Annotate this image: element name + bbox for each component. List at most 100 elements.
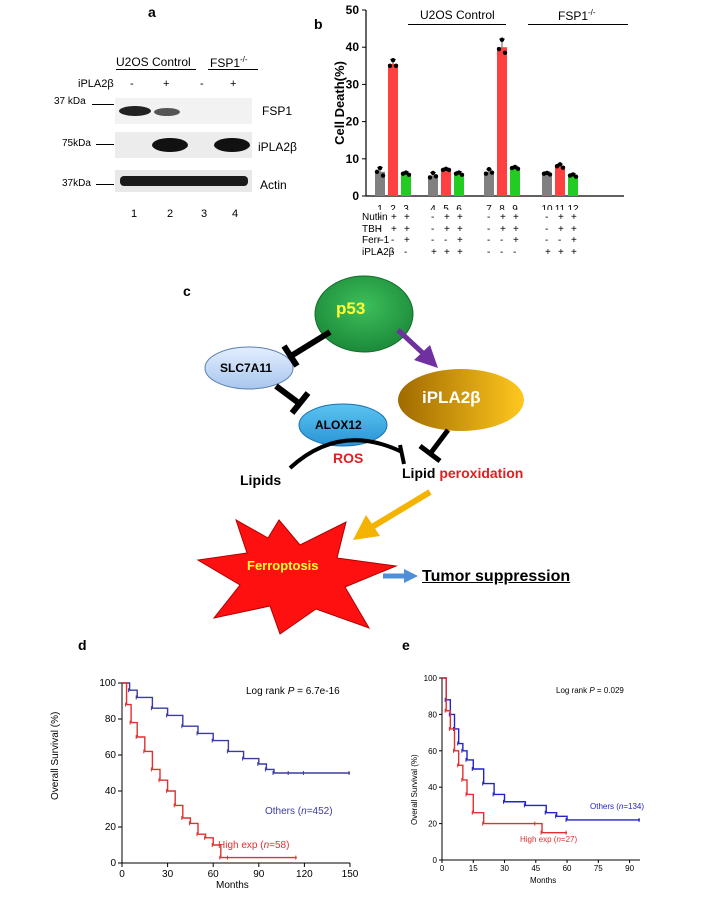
blot-sign-2: + <box>163 78 170 90</box>
treatment-sign: + <box>457 235 463 246</box>
x-tick-label: 2 <box>390 204 396 210</box>
ferroptosis-burst <box>196 518 398 635</box>
treatment-sign: + <box>558 246 564 258</box>
bar-group-ko: FSP1-/- <box>558 8 596 23</box>
treatment-sign: + <box>404 212 410 223</box>
ros-label: ROS <box>333 450 364 466</box>
tumor-suppression-label: Tumor suppression <box>422 568 571 585</box>
data-point <box>486 167 492 172</box>
km-e-xlabel: Months <box>530 876 557 885</box>
row-label-ipla2b: iPLA2β <box>362 246 395 258</box>
x-tick-label: 45 <box>531 864 540 873</box>
band-ipla2b-lane4 <box>214 138 250 152</box>
peroxidation-word: peroxidation <box>439 465 524 481</box>
panel-b-label: b <box>314 16 323 32</box>
data-point <box>406 172 412 177</box>
p53-ipla2b-arrowhead <box>414 345 438 368</box>
treatment-sign: + <box>571 235 577 246</box>
y-tick-label: 20 <box>105 822 117 833</box>
y-tick-label: 20 <box>346 115 360 129</box>
treatment-sign: + <box>444 223 450 235</box>
ferroptosis-label: Ferroptosis <box>247 558 319 573</box>
treatment-sign: - <box>431 223 435 235</box>
treatment-sign: + <box>391 212 397 223</box>
survival-curve <box>442 677 568 834</box>
panel-d-label: d <box>78 637 87 653</box>
row-label-nutlin: Nutlin <box>362 212 388 223</box>
data-point <box>390 58 396 63</box>
blot-sign-4: + <box>230 78 237 90</box>
treatment-row-labels: Nutlin TBH Ferr-1 iPLA2β <box>362 212 394 258</box>
band-fsp1-lane2 <box>154 108 180 116</box>
x-tick-label: 120 <box>296 869 313 880</box>
data-point <box>456 170 462 175</box>
slc7a11-label: SLC7A11 <box>220 361 273 375</box>
bar <box>568 175 578 196</box>
treatment-sign: - <box>513 246 517 258</box>
treatment-sign: - <box>391 235 395 246</box>
treatment-sign: - <box>500 235 504 246</box>
blot-group-ko-line <box>208 69 258 70</box>
x-tick-label: 0 <box>440 864 445 873</box>
x-tick-label: 7 <box>486 204 492 210</box>
survival-curve <box>442 677 640 821</box>
y-tick-label: 60 <box>105 750 117 761</box>
alox12-label: ALOX12 <box>315 418 362 432</box>
treatment-sign: + <box>558 212 564 223</box>
blot-sign-3: - <box>200 78 204 90</box>
data-point <box>459 172 465 177</box>
treatment-sign: - <box>431 212 435 223</box>
treatment-sign: - <box>487 246 491 258</box>
slc7a11-alox12-edge <box>274 383 302 407</box>
lipids-label: Lipids <box>240 472 282 488</box>
panel-e-label: e <box>402 637 410 653</box>
bar <box>441 169 451 196</box>
x-tick-label: 90 <box>625 864 634 873</box>
km-d-xlabel: Months <box>216 880 249 891</box>
km-plot-d: 0 20 40 60 80 100 0 30 60 90 120 150 <box>99 678 358 880</box>
western-blot <box>115 98 252 192</box>
treatment-sign: + <box>571 212 577 223</box>
protein-fsp1: FSP1 <box>262 104 293 118</box>
x-tick-label: 0 <box>119 869 125 880</box>
x-tick-label: 8 <box>499 204 505 210</box>
data-point <box>557 162 563 167</box>
lane-2: 2 <box>167 208 174 220</box>
p53-label: p53 <box>336 299 366 318</box>
blot-group-control-line <box>116 69 196 70</box>
treatment-sign: + <box>500 212 506 223</box>
treatment-sign: + <box>457 246 463 258</box>
data-point <box>502 50 508 55</box>
x-tick-label: 60 <box>208 869 220 880</box>
p53-slc7a11-bar <box>281 344 300 368</box>
band-fsp1-lane1 <box>119 106 151 116</box>
treatment-sign: - <box>378 223 382 235</box>
y-tick-label: 40 <box>105 786 117 797</box>
bar <box>542 173 552 196</box>
ipla2b-peroxidation-bar <box>418 444 442 463</box>
treatment-sign: + <box>444 246 450 258</box>
treatment-sign: - <box>444 235 448 246</box>
x-tick-label: 30 <box>500 864 509 873</box>
treatment-sign: - <box>545 235 549 246</box>
lane-3: 3 <box>201 208 208 220</box>
pathway-diagram <box>196 275 524 635</box>
p53-slc7a11-edge <box>289 329 332 359</box>
data-point <box>393 63 399 68</box>
x-tick-label: 6 <box>456 204 462 210</box>
blot-group-ko: FSP1-/- <box>210 55 248 70</box>
marker-tick-actin <box>96 184 114 185</box>
lane-1: 1 <box>131 208 138 220</box>
bar <box>497 47 507 197</box>
x-tick-label: 90 <box>253 869 265 880</box>
y-tick-label: 80 <box>428 710 437 719</box>
survival-curve <box>122 682 350 774</box>
data-point <box>573 174 579 179</box>
treatment-sign: + <box>431 246 437 258</box>
y-tick-label: 80 <box>105 714 117 725</box>
ipla2b-node <box>398 369 524 431</box>
y-tick-label: 40 <box>346 40 360 54</box>
lipids-arc <box>288 438 403 470</box>
x-tick-label: 4 <box>430 204 436 210</box>
